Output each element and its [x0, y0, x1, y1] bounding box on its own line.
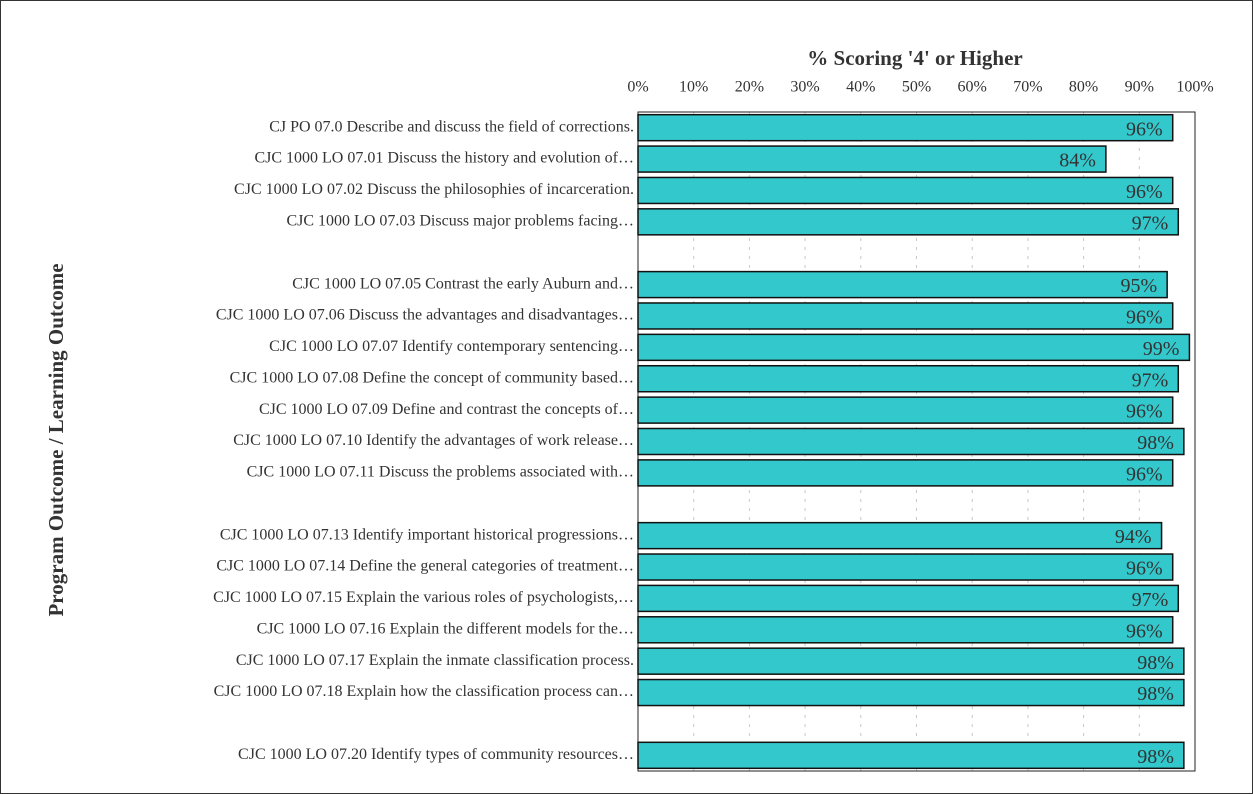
y-tick-label: CJC 1000 LO 07.05 Contrast the early Aub…: [292, 275, 634, 292]
y-tick-label: CJC 1000 LO 07.14 Define the general cat…: [216, 558, 634, 575]
y-tick-label: CJC 1000 LO 07.10 Identify the advantage…: [233, 432, 634, 449]
data-label: 99%: [1143, 338, 1180, 360]
y-tick-label: CJC 1000 LO 07.17 Explain the inmate cla…: [236, 652, 634, 669]
bar: [637, 302, 1174, 330]
bar: [637, 208, 1180, 236]
y-tick-label: CJC 1000 LO 07.01 Discuss the history an…: [254, 150, 634, 167]
x-tick-label: 100%: [1176, 79, 1213, 96]
y-tick-label: CJC 1000 LO 07.03 Discuss major problems…: [286, 213, 634, 230]
y-tick-label: CJC 1000 LO 07.06 Discuss the advantages…: [216, 307, 634, 324]
x-tick-label: 40%: [846, 79, 875, 96]
bar: [637, 647, 1185, 675]
data-label: 84%: [1059, 150, 1096, 172]
y-tick-label: CJC 1000 LO 07.11 Discuss the problems a…: [247, 464, 634, 481]
data-label: 98%: [1137, 683, 1174, 705]
bar: [637, 113, 1174, 142]
bar: [637, 459, 1174, 487]
data-label: 96%: [1126, 307, 1163, 329]
data-label: 96%: [1126, 558, 1163, 580]
y-tick-label: CJC 1000 LO 07.08 Define the concept of …: [230, 369, 634, 386]
y-tick-label: CJC 1000 LO 07.18 Explain how the classi…: [214, 683, 634, 700]
bar: [637, 145, 1107, 173]
y-tick-label: CJC 1000 LO 07.02 Discuss the philosophi…: [234, 181, 634, 198]
x-tick-label: 30%: [790, 79, 819, 96]
x-tick-label: 10%: [679, 79, 708, 96]
y-tick-label: CJC 1000 LO 07.13 Identify important his…: [220, 526, 634, 543]
data-label: 97%: [1132, 212, 1169, 234]
data-label: 97%: [1132, 369, 1169, 391]
y-tick-label: CJC 1000 LO 07.07 Identify contemporary …: [269, 338, 634, 355]
data-label: 98%: [1137, 746, 1174, 768]
bar: [637, 741, 1185, 770]
y-tick-label: CJ PO 07.0 Describe and discuss the fiel…: [269, 118, 634, 135]
bar: [637, 270, 1168, 299]
bar: [637, 427, 1185, 456]
x-tick-label: 80%: [1069, 79, 1098, 96]
bar: [637, 553, 1174, 581]
data-label: 94%: [1115, 526, 1152, 548]
data-label: 96%: [1126, 401, 1163, 423]
y-tick-label: CJC 1000 LO 07.16 Explain the different …: [257, 620, 634, 637]
data-label: 96%: [1126, 181, 1163, 203]
x-axis-title: % Scoring '4' or Higher: [807, 46, 1022, 70]
x-tick-label: 60%: [958, 79, 987, 96]
bar: [637, 333, 1191, 362]
data-label: 98%: [1137, 432, 1174, 454]
x-tick-label: 20%: [735, 79, 764, 96]
bar: [637, 584, 1180, 613]
bar: [637, 364, 1180, 393]
x-tick-label: 90%: [1125, 79, 1154, 96]
data-label: 98%: [1137, 652, 1174, 674]
data-label: 97%: [1132, 589, 1169, 611]
x-tick-label: 0%: [627, 79, 648, 96]
y-tick-label: CJC 1000 LO 07.09 Define and contrast th…: [259, 401, 634, 418]
bar: [637, 521, 1163, 550]
bar: [637, 616, 1174, 644]
bar: [637, 396, 1174, 424]
data-label: 95%: [1120, 275, 1157, 297]
bar: [637, 176, 1174, 205]
bar: [637, 678, 1185, 707]
x-tick-label: 70%: [1013, 79, 1042, 96]
data-label: 96%: [1126, 118, 1163, 140]
y-axis-title: Program Outcome / Learning Outcome: [44, 263, 68, 616]
data-label: 96%: [1126, 463, 1163, 485]
y-tick-label: CJC 1000 LO 07.15 Explain the various ro…: [213, 589, 634, 606]
data-label: 96%: [1126, 620, 1163, 642]
y-tick-label: CJC 1000 LO 07.20 Identify types of comm…: [238, 746, 634, 763]
x-tick-label: 50%: [902, 79, 931, 96]
